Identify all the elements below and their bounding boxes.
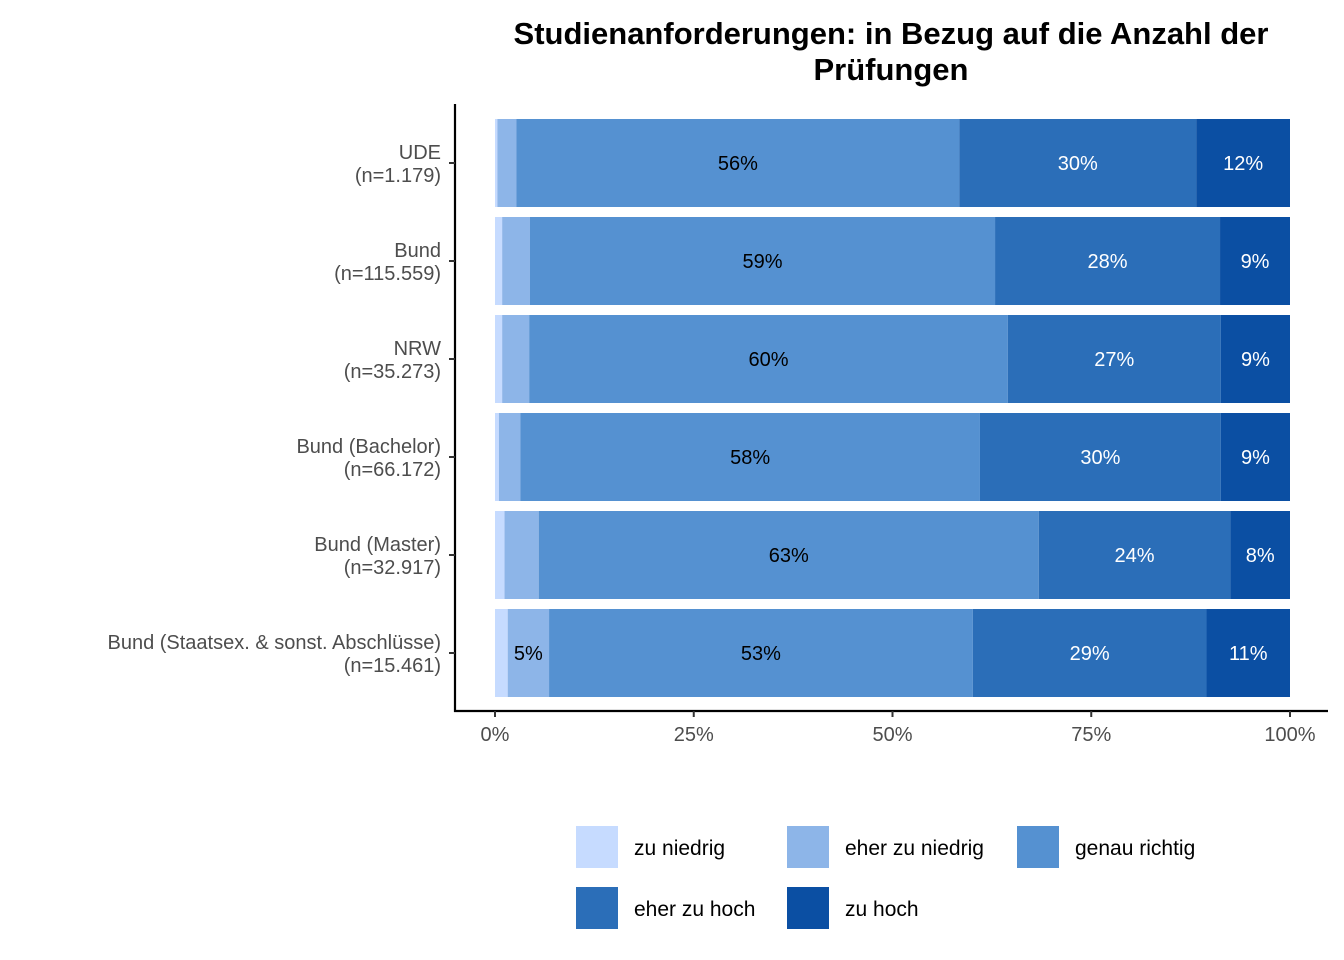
- data-label: 56%: [718, 153, 758, 175]
- data-label: 27%: [1094, 349, 1134, 371]
- y-tick-label: Bund (Staatsex. & sonst. Abschlüsse) (n=1…: [107, 632, 441, 677]
- axes: UDE (n=1.179) Bund (n=115.559) NRW (n=35.273)…: [107, 104, 1328, 746]
- bar-segment: [495, 119, 498, 207]
- legend-label: zu niedrig: [634, 837, 725, 860]
- x-tick-label: 75%: [1071, 724, 1111, 746]
- data-label: 9%: [1241, 349, 1270, 371]
- y-tick-label: NRW (n=35.273): [344, 338, 441, 383]
- bar-segment: [538, 511, 1039, 599]
- bar-segment: [959, 119, 1197, 207]
- data-label: 63%: [769, 545, 809, 567]
- bar-segment: [495, 315, 503, 403]
- bar-segment: [995, 217, 1221, 305]
- x-tick-label: 25%: [674, 724, 714, 746]
- bar-segment: [979, 413, 1221, 501]
- bar-segment: [529, 217, 996, 305]
- legend-label: genau richtig: [1075, 837, 1195, 860]
- legend-label: zu hoch: [845, 898, 919, 921]
- x-tick-label: 100%: [1264, 724, 1315, 746]
- chart-title: Studienanforderungen: in Bezug auf die A…: [514, 16, 1269, 87]
- bar-segment: [497, 119, 517, 207]
- data-label: 11%: [1229, 643, 1268, 665]
- bar-segment: [520, 413, 980, 501]
- bar-segment: [495, 217, 503, 305]
- data-label: 29%: [1070, 643, 1110, 665]
- x-tick-label: 0%: [481, 724, 510, 746]
- x-tick-label: 50%: [872, 724, 912, 746]
- legend-label: eher zu hoch: [634, 898, 755, 921]
- data-label: 5%: [514, 643, 543, 665]
- bar-segment: [495, 511, 505, 599]
- bar-segment: [502, 315, 530, 403]
- data-label: 30%: [1058, 153, 1098, 175]
- legend-key: [1017, 826, 1059, 868]
- legend-key: [576, 826, 618, 868]
- bar-segment: [1230, 511, 1290, 599]
- data-label: 9%: [1241, 251, 1270, 273]
- bar-segment: [504, 511, 539, 599]
- legend-key: [787, 887, 829, 929]
- legend-key: [576, 887, 618, 929]
- data-label: 28%: [1088, 251, 1128, 273]
- data-label: 8%: [1246, 545, 1275, 567]
- bar-segment: [549, 609, 973, 697]
- bar-segment: [1220, 315, 1290, 403]
- y-tick-label: UDE (n=1.179): [355, 142, 441, 187]
- legend-key: [787, 826, 829, 868]
- data-label: 12%: [1223, 153, 1263, 175]
- y-tick-label: Bund (Master) (n=32.917): [314, 534, 441, 579]
- bar-segment: [1038, 511, 1231, 599]
- data-label: 59%: [743, 251, 783, 273]
- data-labels: 56% 30% 12% 59% 28% 9% 60% 27% 9% 58% 30% 9% 63% 24% 8…: [514, 153, 1275, 665]
- data-label: 9%: [1241, 447, 1270, 469]
- bar-segment: [972, 609, 1207, 697]
- bar-segment: [495, 609, 508, 697]
- y-tick-label: Bund (n=115.559): [334, 240, 441, 285]
- y-tick-label: Bund (Bachelor) (n=66.172): [296, 436, 441, 481]
- plot-bars: [495, 119, 1290, 697]
- bar-segment: [507, 609, 550, 697]
- data-label: 30%: [1080, 447, 1120, 469]
- bar-segment: [1220, 217, 1290, 305]
- data-label: 53%: [741, 643, 781, 665]
- chart-title-text: Studienanforderungen: in Bezug auf die A…: [514, 16, 1269, 87]
- data-label: 58%: [730, 447, 770, 469]
- bar-segment: [498, 413, 521, 501]
- legend: zu niedrig eher zu niedrig genau richtig eh…: [576, 826, 1195, 929]
- bar-segment: [1220, 413, 1290, 501]
- bar-segment: [1196, 119, 1290, 207]
- bar-segment: [516, 119, 960, 207]
- bar-segment: [529, 315, 1008, 403]
- bar-segment: [1007, 315, 1221, 403]
- data-label: 24%: [1115, 545, 1155, 567]
- bar-segment: [502, 217, 530, 305]
- bar-segment: [495, 413, 499, 501]
- data-label: 60%: [748, 349, 788, 371]
- bar-segment: [1206, 609, 1290, 697]
- legend-label: eher zu niedrig: [845, 837, 984, 860]
